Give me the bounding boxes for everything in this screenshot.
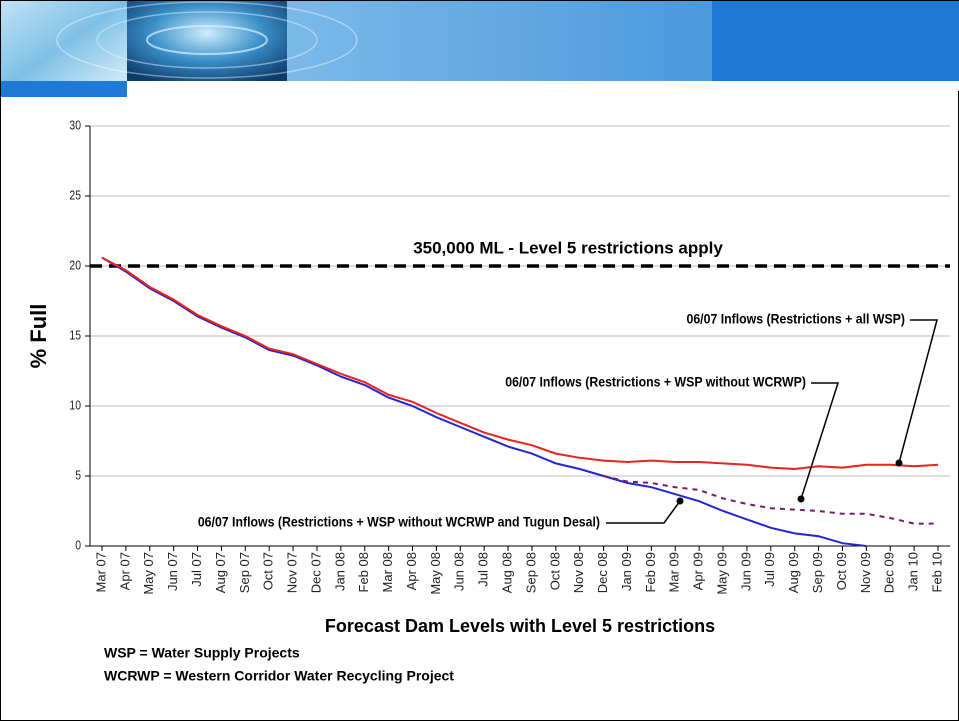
banner [1,1,959,97]
y-tick-label: 0 [75,538,81,552]
ripple [96,11,318,69]
banner-texture [1,1,127,89]
arrow-head [676,497,684,505]
series-annotation: 06/07 Inflows (Restrictions + WSP withou… [505,374,806,390]
x-tick-label: Mar 08 [380,552,395,592]
series-annotation: 06/07 Inflows (Restrictions + WSP withou… [198,514,600,530]
annotation-arrow [800,382,840,500]
x-tick-label: May 07 [141,552,156,595]
series-line [101,256,939,471]
series-line [603,475,938,525]
x-tick-label: Sep 08 [523,552,538,593]
footnote: WCRWP = Western Corridor Water Recycling… [104,668,454,684]
annotation-arrow [606,500,681,524]
x-tick-label: Jan 08 [332,552,347,591]
arrow-head [797,495,805,503]
x-tick-label: Dec 07 [308,552,323,593]
x-axis-title: Forecast Dam Levels with Level 5 restric… [325,616,715,636]
banner-block [712,1,959,81]
series-annotation: 06/07 Inflows (Restrictions + all WSP) [686,311,905,327]
y-tick-label: 30 [69,118,81,132]
x-tick-label: Mar 07 [93,552,108,592]
reference-label: 350,000 ML - Level 5 restrictions apply [413,238,723,257]
x-tick-label: Apr 08 [404,552,419,590]
banner-gap [1,81,959,91]
ripple [56,1,358,79]
x-tick-label: Jun 07 [165,552,180,591]
banner-drop [127,1,287,81]
y-axis-title: % Full [26,304,51,369]
x-tick-label: Jun 08 [452,552,467,591]
x-tick-label: Jul 07 [189,552,204,587]
x-tick-label: Mar 09 [667,552,682,592]
x-tick-label: Nov 07 [285,552,300,593]
x-tick-label: Nov 09 [858,552,873,593]
x-tick-label: Oct 08 [547,552,562,590]
x-tick-label: Dec 08 [595,552,610,593]
y-tick-label: 20 [69,258,81,272]
x-tick-label: Jan 09 [619,552,634,591]
x-tick-label: Dec 09 [882,552,897,593]
arrow-head [895,459,903,467]
x-tick-label: Aug 08 [499,552,514,593]
x-tick-label: May 08 [428,552,443,595]
x-tick-label: Nov 08 [571,552,586,593]
x-tick-label: Feb 09 [643,552,658,592]
x-tick-label: Feb 10 [929,552,944,592]
x-tick-label: Jul 08 [476,552,491,587]
x-tick-label: Apr 07 [117,552,132,590]
y-tick-label: 5 [75,468,81,482]
x-tick-label: Feb 08 [356,552,371,592]
x-tick-label: Jan 10 [906,552,921,591]
x-tick-label: Aug 07 [213,552,228,593]
x-tick-label: Aug 09 [786,552,801,593]
banner-tab [1,81,127,97]
y-tick-label: 10 [69,398,81,412]
x-tick-label: Jun 09 [738,552,753,591]
x-tick-label: Oct 09 [834,552,849,590]
ripple [146,25,268,55]
y-tick-label: 25 [69,188,81,202]
series-line [101,256,867,547]
x-tick-label: Oct 07 [261,552,276,590]
annotation-arrow [898,319,938,464]
x-tick-label: Sep 09 [810,552,825,593]
x-tick-label: Sep 07 [237,552,252,593]
x-tick-label: May 09 [714,552,729,595]
x-tick-label: Jul 09 [762,552,777,587]
y-tick-label: 15 [69,328,81,342]
x-tick-label: Apr 09 [691,552,706,590]
footnote: WSP = Water Supply Projects [104,645,300,661]
